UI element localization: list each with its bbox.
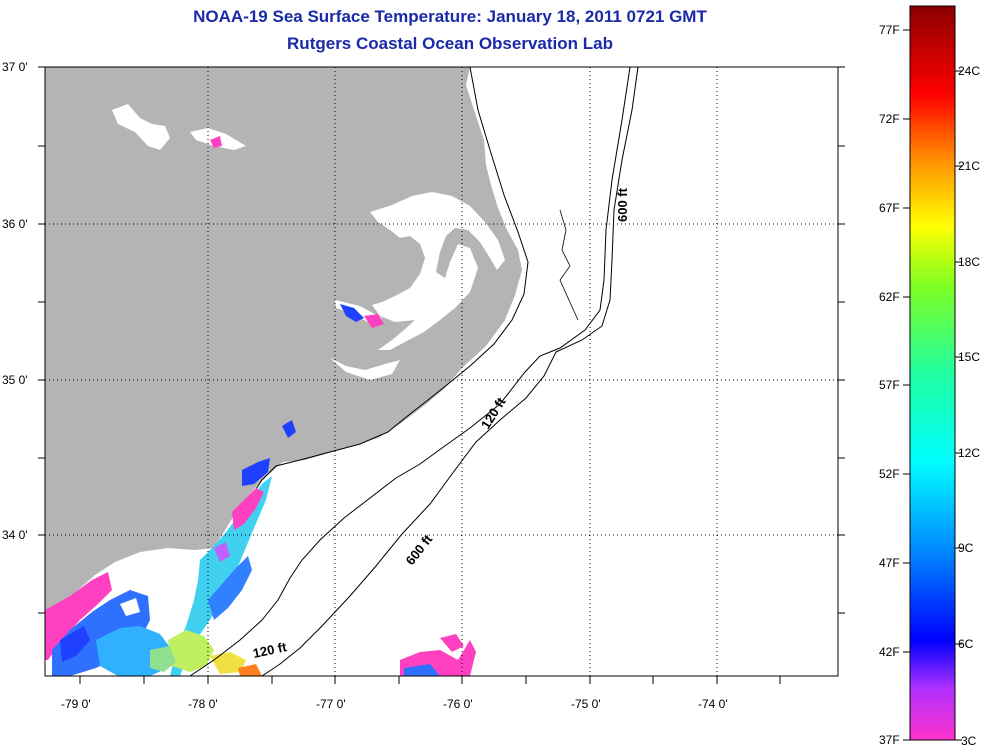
scale-f-67: 67F [879, 201, 900, 215]
contour-600ft [261, 67, 639, 676]
scale-f-47: 47F [879, 556, 900, 570]
lon-label-75: -75 0' [571, 697, 601, 711]
albemarle-sound [370, 192, 505, 350]
lat-label-35: 35 0' [2, 373, 28, 387]
grid [45, 67, 838, 676]
scale-c-6: 6C [958, 637, 974, 651]
lon-label-79: -79 0' [61, 697, 91, 711]
scale-f-37: 37F [879, 733, 900, 747]
scale-c-15: 15C [958, 350, 981, 364]
scale-c-21: 21C [958, 159, 981, 173]
scale-c-3: 3C [961, 734, 977, 748]
scale-c-9: 9C [958, 541, 974, 555]
ticks [38, 66, 845, 684]
shelf-detail [559, 209, 579, 321]
neuse-river [330, 358, 400, 380]
lat-label-34: 34 0' [2, 528, 28, 542]
scale-c-24: 24C [958, 64, 981, 78]
scale-f-52: 52F [879, 467, 900, 481]
scale-c-18: 18C [958, 255, 981, 269]
color-scale-bar [909, 5, 956, 741]
lake-1 [112, 104, 170, 150]
lat-label-37: 37 0' [2, 60, 28, 74]
map-title: NOAA-19 Sea Surface Temperature: January… [193, 7, 707, 26]
scale-f-57: 57F [879, 378, 900, 392]
scale-f-42: 42F [879, 645, 900, 659]
contour-label-600ft-north: 600 ft [615, 187, 630, 222]
scale-f-62: 62F [879, 290, 900, 304]
lat-label-36: 36 0' [2, 217, 28, 231]
lon-label-76: -76 0' [443, 697, 473, 711]
lon-label-77: -77 0' [316, 697, 346, 711]
contour-label-120ft-south: 120 ft [252, 639, 289, 661]
scale-c-12: 12C [958, 446, 981, 460]
lon-label-78: -78 0' [188, 697, 218, 711]
map-frame [44, 66, 839, 677]
scale-f-72: 72F [879, 112, 900, 126]
map-subtitle: Rutgers Coastal Ocean Observation Lab [287, 34, 613, 53]
sst-data [45, 136, 476, 676]
barrier-islands [387, 67, 529, 433]
lon-label-74: -74 0' [698, 697, 728, 711]
scale-f-77: 77F [879, 23, 900, 37]
contour-120ft [189, 67, 631, 676]
